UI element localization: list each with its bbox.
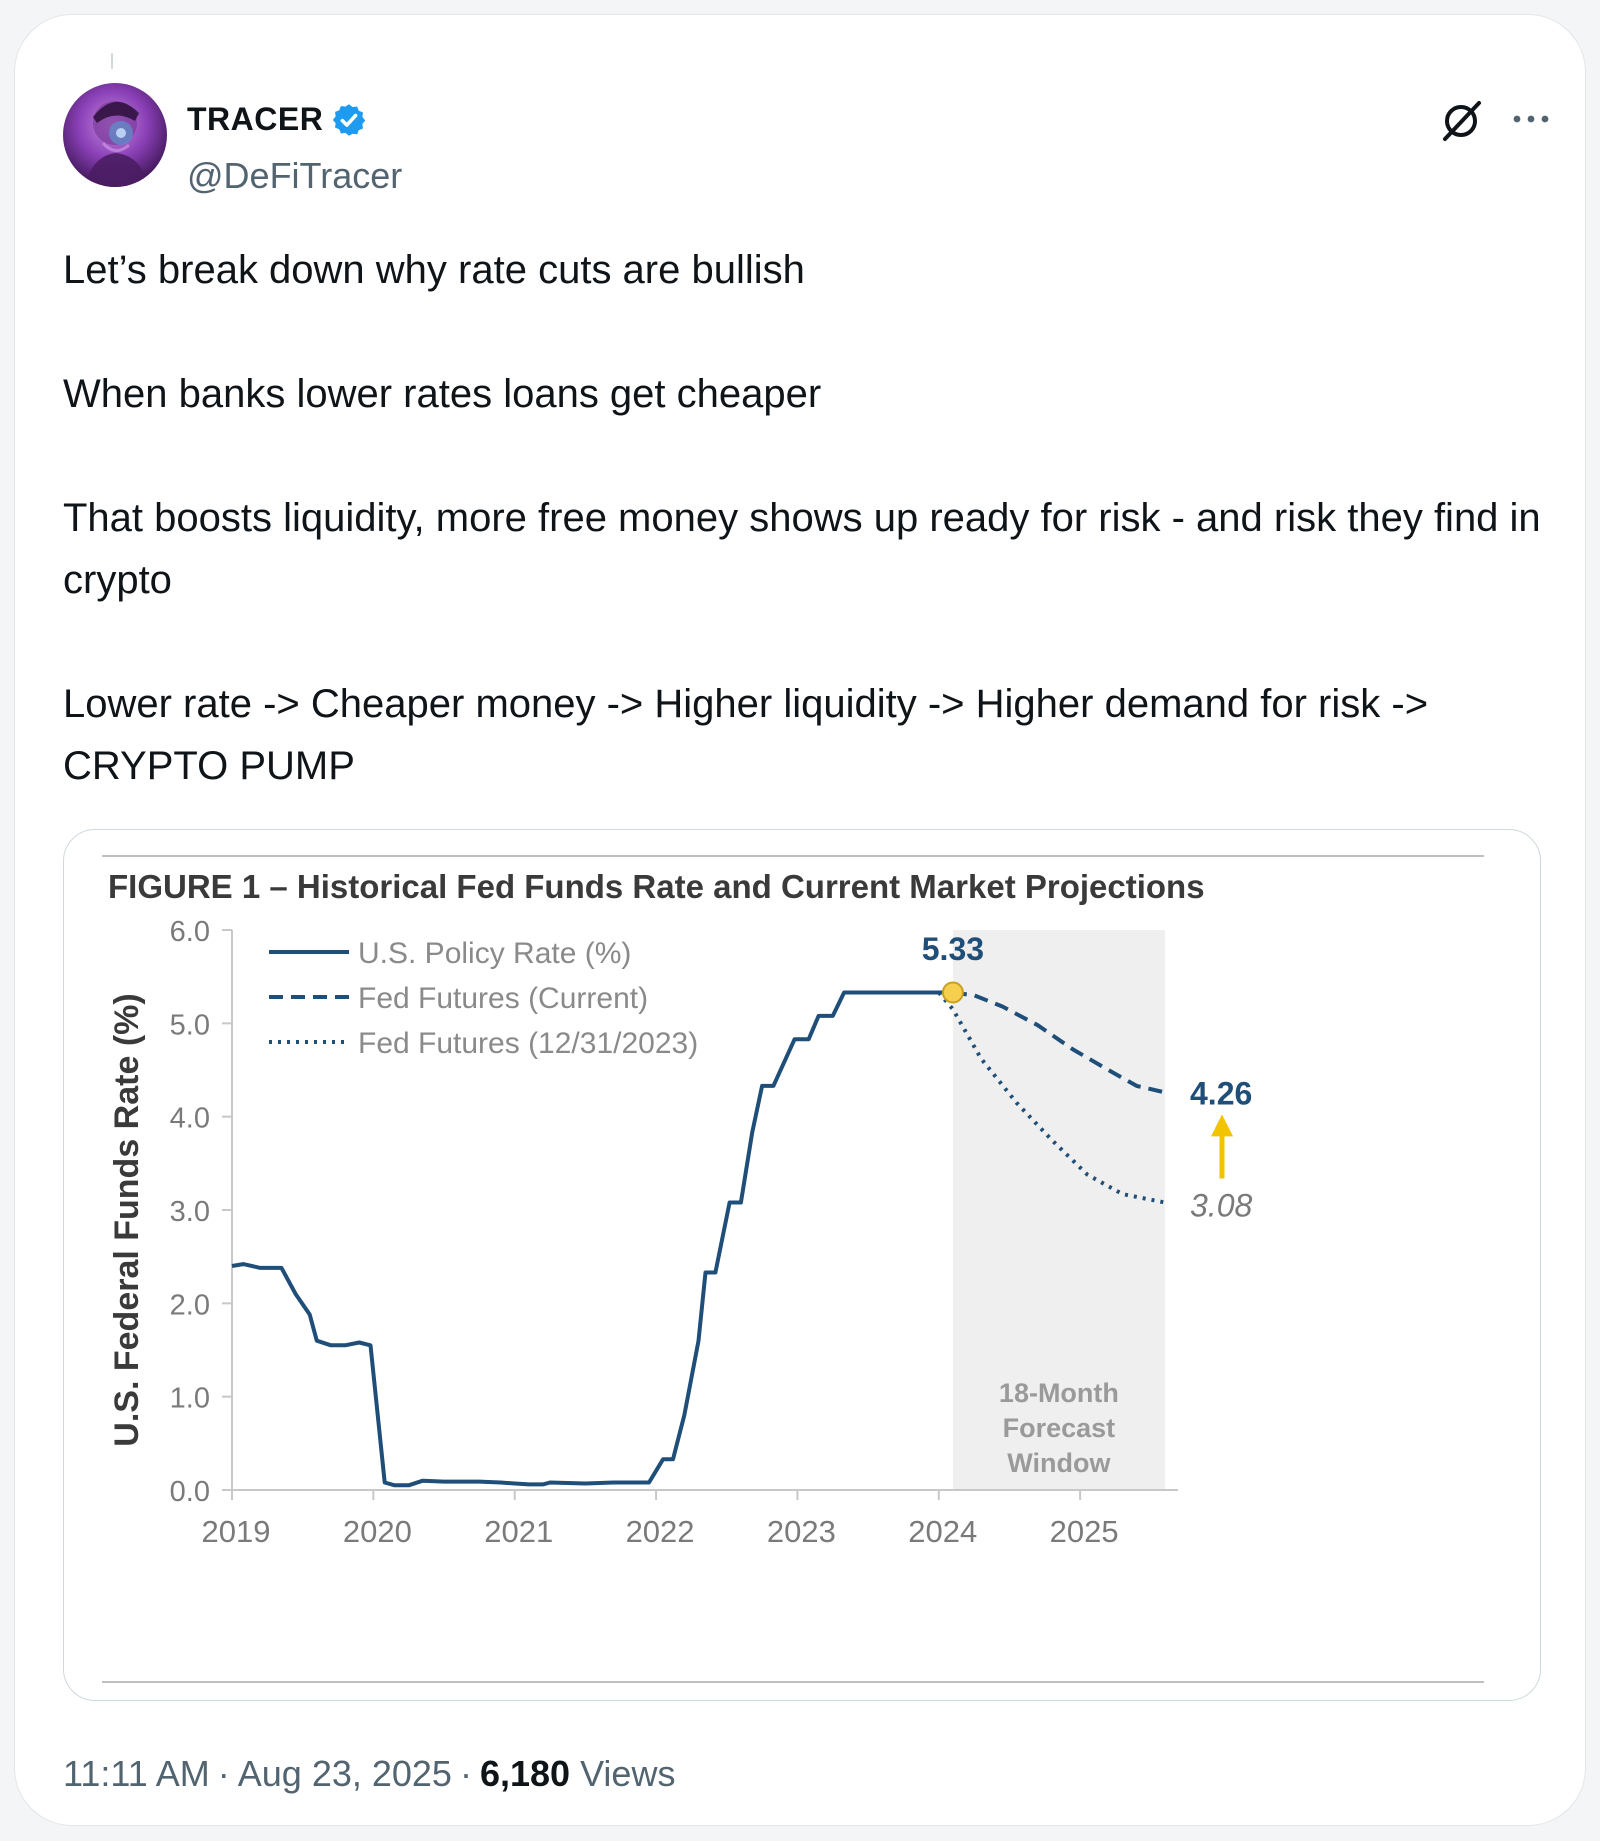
- fed-funds-chart: FIGURE 1 – Historical Fed Funds Rate and…: [102, 855, 1484, 1683]
- forecast-start-marker: [941, 981, 964, 1004]
- forecast-window-label: Window: [1007, 1448, 1111, 1478]
- legend-label: Fed Futures (12/31/2023): [358, 1027, 698, 1060]
- legend-label: U.S. Policy Rate (%): [358, 937, 631, 970]
- post-text-line: Let’s break down why rate cuts are bulli…: [63, 248, 805, 292]
- views-count: 6,180: [479, 1753, 571, 1794]
- post-text-line: Lower rate -> Cheaper money -> Higher li…: [63, 682, 1429, 788]
- post-meta: 11:11 AM · Aug 23, 2025 · 6,180 Views: [63, 1753, 675, 1795]
- post-text-line: When banks lower rates loans get cheaper: [63, 372, 822, 416]
- prior-end-value-label: 3.08: [1190, 1188, 1252, 1224]
- current-end-value-label: 4.26: [1190, 1075, 1252, 1111]
- y-tick-label: 4.0: [170, 1103, 210, 1135]
- post-time[interactable]: 11:11 AM: [63, 1753, 210, 1794]
- series-line-2: [952, 990, 1166, 1095]
- chart-title: FIGURE 1 – Historical Fed Funds Rate and…: [108, 868, 1205, 905]
- post-text-line: That boosts liquidity, more free money s…: [63, 496, 1541, 602]
- author-handle[interactable]: @DeFiTracer: [187, 155, 403, 196]
- x-tick-label: 2024: [908, 1514, 977, 1549]
- post-card: TRACER @DeFiTracer Let’s break down why …: [14, 14, 1586, 1826]
- forecast-window-label: Forecast: [1003, 1413, 1116, 1443]
- y-tick-label: 3.0: [170, 1196, 210, 1228]
- display-name[interactable]: TRACER: [187, 101, 324, 137]
- meta-separator: ·: [459, 1753, 472, 1794]
- author-name-row[interactable]: TRACER: [187, 101, 367, 138]
- y-tick-label: 1.0: [170, 1383, 210, 1415]
- avatar-portrait-icon: [85, 101, 149, 187]
- grok-slash-icon[interactable]: [1439, 99, 1483, 143]
- x-tick-label: 2022: [626, 1514, 695, 1549]
- avatar[interactable]: [63, 83, 167, 187]
- y-axis-label: U.S. Federal Funds Rate (%): [108, 993, 146, 1446]
- legend-label: Fed Futures (Current): [358, 982, 648, 1015]
- spread-arrow-head: [1211, 1114, 1233, 1137]
- verified-badge-icon: [333, 103, 366, 136]
- thread-connector: [111, 53, 113, 69]
- x-tick-label: 2019: [202, 1514, 271, 1549]
- y-tick-label: 5.0: [170, 1009, 210, 1041]
- post-date[interactable]: Aug 23, 2025: [237, 1753, 452, 1794]
- y-tick-label: 0.0: [170, 1476, 210, 1508]
- post-image[interactable]: FIGURE 1 – Historical Fed Funds Rate and…: [63, 829, 1541, 1701]
- x-tick-label: 2021: [484, 1514, 553, 1549]
- meta-separator: ·: [217, 1753, 230, 1794]
- post-text: Let’s break down why rate cuts are bulli…: [63, 239, 1553, 797]
- x-tick-label: 2020: [343, 1514, 412, 1549]
- y-tick-label: 2.0: [170, 1289, 210, 1321]
- y-tick-label: 6.0: [170, 916, 210, 948]
- x-tick-label: 2025: [1050, 1514, 1119, 1549]
- x-tick-label: 2023: [767, 1514, 836, 1549]
- more-dots-icon[interactable]: [1511, 107, 1551, 131]
- series-line-1: [231, 990, 953, 1488]
- forecast-window-label: 18-Month: [999, 1378, 1119, 1408]
- views-label: Views: [580, 1753, 676, 1794]
- forecast-window-band: [952, 930, 1165, 1490]
- start-value-label: 5.33: [922, 931, 984, 967]
